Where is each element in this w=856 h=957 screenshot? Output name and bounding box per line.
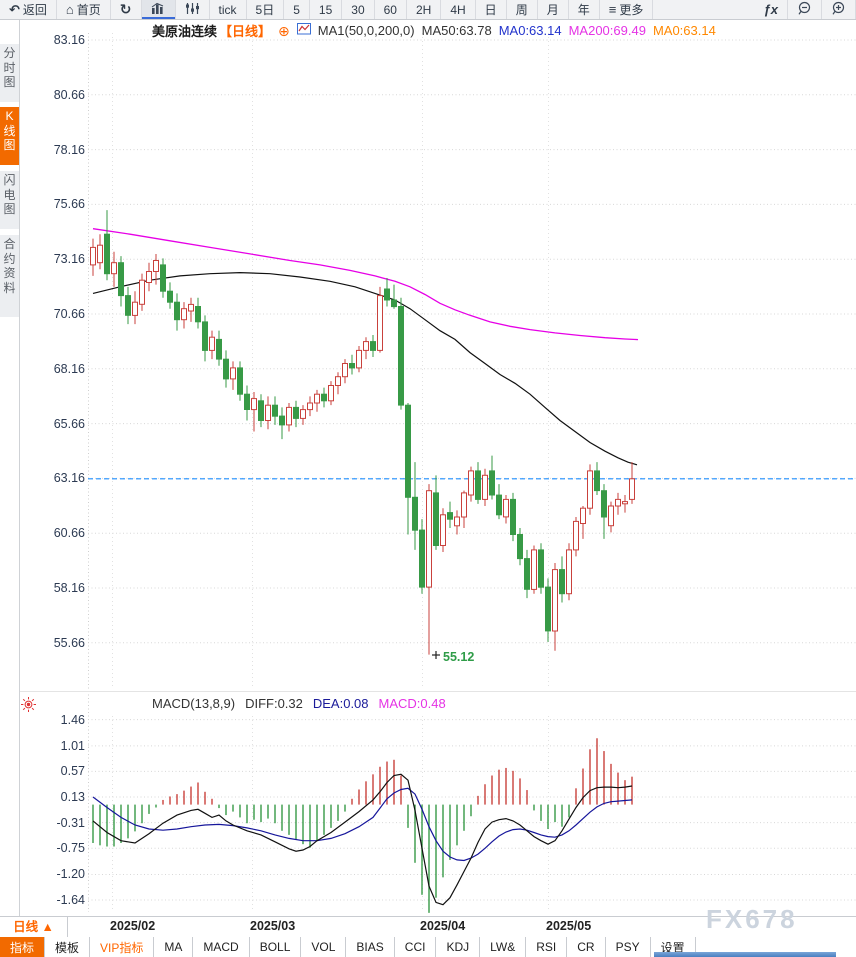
- macd-title: MACD(13,8,9): [152, 696, 236, 711]
- macd-axis-label: -0.31: [56, 815, 86, 830]
- toolbar-zoom-in-button[interactable]: [822, 0, 856, 19]
- period-label: 【日线】: [219, 24, 272, 39]
- bottom-tab-MA[interactable]: MA: [154, 937, 194, 957]
- macd-axis-label: 0.13: [60, 790, 85, 805]
- date-axis-label: 2025/05: [546, 919, 592, 933]
- toolbar-period-5-button[interactable]: 5: [284, 0, 310, 19]
- price-axis-label: 78.16: [53, 142, 85, 157]
- toolbar-period-2h-button[interactable]: 2H: [407, 0, 442, 19]
- price-axis-label: 63.16: [53, 471, 85, 486]
- symbol-name: 美原油连续: [152, 24, 218, 39]
- date-axis-label: 2025/04: [420, 919, 466, 933]
- home-icon: ⌂: [65, 1, 74, 17]
- chart-legend: 美原油连续 【日线】 ⊕ MA1(50,0,200,0) MA50:63.78 M…: [152, 21, 716, 40]
- macd-value: MACD:0.48: [378, 696, 446, 711]
- toolbar-period-year-button[interactable]: 年: [569, 0, 600, 19]
- macd-dea-value: DEA:0.08: [312, 696, 369, 711]
- refresh-icon: ↻: [119, 1, 132, 17]
- ma200-value: MA200:69.49: [568, 23, 646, 38]
- date-axis-label: 2025/03: [250, 919, 296, 933]
- bottom-tab-设置[interactable]: 设置: [651, 937, 696, 957]
- zoom-out-icon: [797, 1, 812, 19]
- price-axis-label: 83.16: [53, 33, 85, 47]
- chart-type-bars-icon: [151, 2, 166, 18]
- back-icon: ↶: [9, 1, 20, 17]
- bottom-tab-PSY[interactable]: PSY: [606, 937, 651, 957]
- low-price-marker: 55.12: [443, 650, 475, 664]
- ma50-value: MA50:63.78: [421, 23, 492, 38]
- toolbar-chart-type-kline-button[interactable]: [176, 0, 210, 19]
- price-axis-label: 68.16: [53, 361, 85, 376]
- bottom-tab-模板[interactable]: 模板: [45, 937, 91, 957]
- macd-axis-label: -0.75: [56, 841, 86, 856]
- bottom-tab-CCI[interactable]: CCI: [395, 937, 437, 957]
- macd-axis-label: -1.64: [56, 893, 86, 908]
- price-axis-label: 58.16: [53, 581, 85, 595]
- toolbar-home-button[interactable]: ⌂ 首页: [57, 0, 111, 19]
- date-axis-label: 2025/02: [110, 919, 156, 933]
- price-axis-label: 75.66: [53, 197, 85, 212]
- more-icon: ≡: [608, 1, 617, 17]
- sidebar-item-合约资料[interactable]: 合约资料: [0, 235, 19, 317]
- macd-axis-label: -1.20: [56, 867, 86, 882]
- toolbar-period-4h-button[interactable]: 4H: [441, 0, 476, 19]
- price-axis-label: 60.66: [53, 526, 85, 541]
- mini-chart-icon[interactable]: [296, 23, 311, 38]
- toolbar-period-tick-button[interactable]: tick: [210, 0, 247, 19]
- toolbar-period-week-button[interactable]: 周: [507, 0, 538, 19]
- price-axis-label: 70.66: [53, 307, 85, 321]
- toolbar-period-month-button[interactable]: 月: [538, 0, 569, 19]
- toolbar-chart-type-bars-button[interactable]: [141, 0, 176, 19]
- bottom-tab-RSI[interactable]: RSI: [526, 937, 568, 957]
- toolbar-zoom-out-button[interactable]: [788, 0, 822, 19]
- legend-toggle-icon[interactable]: ⊕: [278, 22, 290, 39]
- ma0-value-blue: MA0:63.14: [498, 23, 562, 38]
- ma0-value-orange: MA0:63.14: [652, 23, 716, 38]
- bottom-tab-LW&[interactable]: LW&: [480, 937, 527, 957]
- toolbar-period-30-button[interactable]: 30: [342, 0, 375, 19]
- toolbar-period-15-button[interactable]: 15: [310, 0, 343, 19]
- toolbar-period-5d-button[interactable]: 5日: [247, 0, 285, 19]
- toolbar: ↶ 返回 ⌂ 首页 ↻ tick 5日 5 15 30 60 2H 4H 日周月年 ≡ 更多 ƒx: [0, 0, 856, 20]
- toolbar-formula-button[interactable]: ƒx: [755, 0, 788, 19]
- toolbar-period-day-button[interactable]: 日: [476, 0, 507, 19]
- period-selector[interactable]: 日线 ▲: [0, 917, 68, 937]
- bottom-tab-VIP指标[interactable]: VIP指标: [90, 937, 155, 957]
- toolbar-more-button[interactable]: ≡ 更多: [600, 0, 654, 19]
- toolbar-period-60-button[interactable]: 60: [375, 0, 407, 19]
- bottom-tab-BOLL[interactable]: BOLL: [250, 937, 302, 957]
- macd-axis-label: 1.46: [60, 712, 85, 727]
- bottom-tab-KDJ[interactable]: KDJ: [436, 937, 481, 957]
- horizontal-scrollbar[interactable]: [654, 952, 836, 957]
- indicator-settings-sun-icon[interactable]: [20, 696, 37, 713]
- bottom-tab-BIAS[interactable]: BIAS: [346, 937, 395, 957]
- bottom-tab-MACD[interactable]: MACD: [193, 937, 250, 957]
- bottom-tab-指标[interactable]: 指标: [0, 937, 46, 957]
- chart-type-kline-icon: [185, 2, 200, 18]
- sidebar-item-K线图[interactable]: K线图: [0, 107, 19, 165]
- macd-axis-label: 1.01: [60, 738, 85, 753]
- price-axis-label: 73.16: [53, 252, 85, 267]
- price-axis-label: 55.66: [53, 635, 85, 650]
- macd-diff-value: DIFF:0.32: [245, 696, 303, 711]
- bottom-tab-CR[interactable]: CR: [567, 937, 606, 957]
- macd-axis-label: 0.57: [60, 764, 85, 779]
- sidebar-item-闪电图[interactable]: 闪电图: [0, 171, 19, 229]
- indicator-tabs: 指标 模板 VIP指标 MA MACD BOLL VOL BIAS CCI KDJ LW& RSI CR…: [0, 937, 856, 957]
- formula-icon: ƒx: [763, 1, 778, 17]
- bottom-tab-VOL[interactable]: VOL: [301, 937, 347, 957]
- watermark: FX678: [706, 904, 798, 934]
- zoom-in-icon: [831, 1, 846, 19]
- price-axis-label: 65.66: [53, 416, 85, 431]
- macd-legend: MACD(13,8,9) DIFF:0.32 DEA:0.08 MACD:0.4…: [152, 696, 446, 711]
- sidebar: 分时图 K线图闪电图合约资料: [0, 20, 20, 957]
- chart-area[interactable]: [20, 20, 856, 957]
- price-axis-label: 80.66: [53, 87, 85, 102]
- sidebar-item-分时图[interactable]: 分时图: [0, 44, 19, 102]
- toolbar-refresh-button[interactable]: ↻: [111, 0, 142, 19]
- toolbar-back-button[interactable]: ↶ 返回: [0, 0, 57, 19]
- ma-settings: MA1(50,0,200,0): [317, 23, 415, 38]
